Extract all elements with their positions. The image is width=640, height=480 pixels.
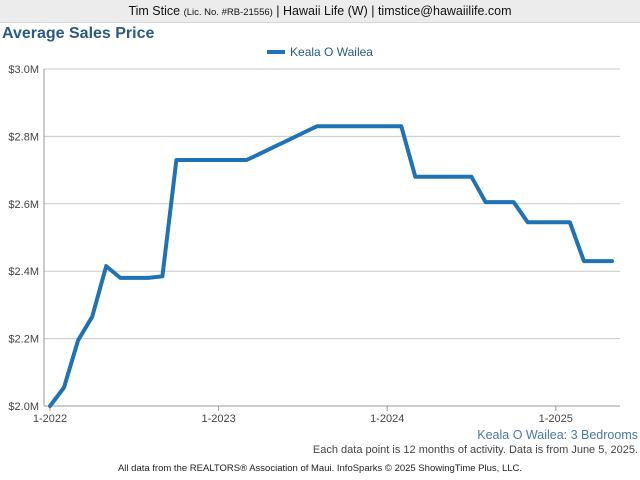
license-number: (Lic. No. #RB-21556): [183, 7, 273, 18]
x-tick-label: 1-2023: [201, 413, 235, 425]
x-tick-label: 1-2024: [370, 413, 404, 425]
footer-credit: All data from the REALTORS® Association …: [117, 463, 523, 474]
legend-label: Keala O Wailea: [290, 45, 373, 59]
data-note: Each data point is 12 months of activity…: [312, 444, 638, 456]
agent-header-bar: Tim Stice (Lic. No. #RB-21556) | Hawaii …: [0, 0, 640, 23]
y-tick-label: $2.4M: [8, 266, 39, 278]
y-tick-label: $2.6M: [8, 199, 39, 211]
y-tick-label: $3.0M: [8, 64, 39, 76]
chart-title: Average Sales Price: [2, 25, 155, 42]
chart-subtitle: Keala O Wailea: 3 Bedrooms: [477, 428, 638, 442]
x-tick-label: 1-2022: [33, 413, 67, 425]
agent-name: Tim Stice: [128, 4, 181, 18]
brokerage-email: | Hawaii Life (W) | timstice@hawaiilife.…: [276, 4, 512, 18]
legend-swatch: [267, 49, 286, 54]
series-line-keala-o-wailea: [48, 124, 614, 408]
y-tick-label: $2.2M: [8, 334, 39, 346]
chart-legend[interactable]: Keala O Wailea: [0, 45, 640, 59]
y-tick-label: $2.0M: [8, 401, 39, 413]
x-tick-label: 1-2025: [539, 413, 573, 425]
y-tick-label: $2.8M: [8, 131, 39, 143]
